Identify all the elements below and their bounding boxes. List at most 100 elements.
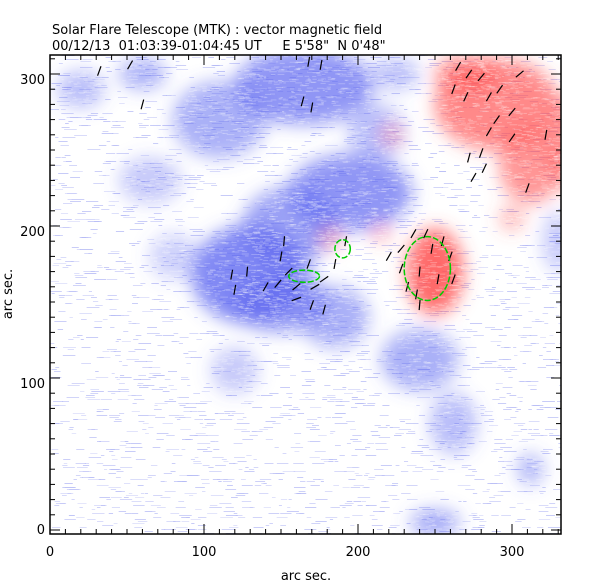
region-streak — [332, 227, 339, 229]
region-streak — [371, 107, 375, 109]
region-streak — [248, 237, 256, 239]
region-streak — [317, 205, 322, 207]
region-streak — [259, 259, 263, 261]
noise-streak — [53, 401, 64, 402]
region-streak — [404, 183, 412, 185]
noise-streak — [499, 397, 506, 398]
region-streak — [232, 244, 237, 246]
noise-streak — [68, 339, 74, 340]
region-streak — [368, 91, 372, 93]
noise-streak — [414, 217, 418, 218]
region-streak — [306, 209, 313, 211]
region-streak — [297, 212, 303, 214]
region-streak — [277, 73, 285, 75]
region-streak — [364, 220, 370, 222]
noise-streak — [474, 407, 486, 408]
region-streak — [291, 203, 299, 205]
region-streak — [246, 97, 251, 99]
region-streak — [129, 75, 138, 77]
noise-streak — [196, 179, 201, 180]
region-streak — [269, 309, 274, 311]
region-streak — [290, 224, 297, 226]
positive-polarity-region — [547, 98, 561, 187]
region-streak — [273, 290, 281, 292]
noise-streak — [202, 465, 210, 466]
region-streak — [282, 307, 285, 309]
region-streak — [437, 414, 445, 416]
noise-streak — [344, 271, 353, 272]
noise-streak — [418, 127, 429, 128]
region-streak — [337, 91, 342, 93]
noise-streak — [139, 379, 151, 380]
region-streak — [359, 174, 367, 176]
noise-streak — [453, 375, 462, 376]
region-streak — [413, 359, 417, 361]
noise-streak — [317, 369, 329, 370]
noise-streak — [464, 399, 473, 400]
noise-streak — [260, 383, 268, 384]
noise-streak — [95, 371, 99, 372]
region-streak — [417, 526, 421, 528]
noise-streak — [83, 273, 97, 274]
region-streak — [216, 271, 225, 273]
noise-streak — [120, 457, 132, 458]
region-streak — [220, 97, 226, 99]
region-streak — [311, 190, 315, 192]
region-streak — [301, 106, 309, 108]
region-streak — [291, 193, 300, 195]
region-streak — [121, 71, 125, 73]
noise-streak — [166, 449, 180, 450]
noise-streak — [259, 493, 269, 494]
region-streak — [287, 212, 295, 214]
region-streak — [234, 129, 239, 131]
region-streak — [207, 90, 212, 92]
noise-streak — [555, 315, 560, 316]
noise-streak — [354, 255, 362, 256]
region-streak — [358, 205, 361, 207]
noise-streak — [528, 429, 533, 430]
noise-streak — [212, 335, 225, 336]
region-streak — [444, 411, 450, 413]
noise-streak — [489, 305, 498, 306]
region-streak — [292, 239, 301, 241]
region-streak — [264, 241, 271, 243]
noise-streak — [315, 499, 328, 500]
noise-streak — [102, 351, 110, 352]
region-streak — [272, 296, 279, 298]
noise-streak — [495, 279, 499, 280]
region-streak — [301, 103, 309, 105]
region-streak — [294, 104, 302, 106]
region-streak — [238, 86, 245, 88]
noise-streak — [194, 457, 199, 458]
region-streak — [365, 78, 374, 80]
noise-streak — [367, 403, 376, 404]
region-streak — [292, 123, 296, 125]
region-streak — [220, 234, 224, 236]
region-streak — [281, 255, 287, 257]
noise-streak — [555, 361, 559, 362]
noise-streak — [361, 501, 367, 502]
noise-streak — [499, 457, 503, 458]
region-streak — [331, 116, 337, 118]
region-streak — [295, 262, 303, 264]
region-streak — [455, 406, 463, 408]
noise-streak — [379, 507, 390, 508]
noise-streak — [123, 497, 129, 498]
region-streak — [427, 380, 431, 382]
region-streak — [82, 71, 87, 73]
region-streak — [373, 185, 379, 187]
region-streak — [280, 118, 285, 120]
noise-streak — [193, 207, 204, 208]
region-streak — [389, 205, 394, 207]
region-streak — [72, 99, 78, 101]
noise-streak — [51, 369, 57, 370]
noise-streak — [133, 379, 141, 380]
region-streak — [259, 234, 266, 236]
region-streak — [351, 91, 356, 93]
region-streak — [203, 134, 207, 136]
noise-streak — [184, 493, 197, 494]
region-streak — [331, 116, 336, 118]
region-streak — [390, 120, 395, 122]
region-streak — [276, 89, 280, 91]
region-streak — [193, 281, 198, 283]
